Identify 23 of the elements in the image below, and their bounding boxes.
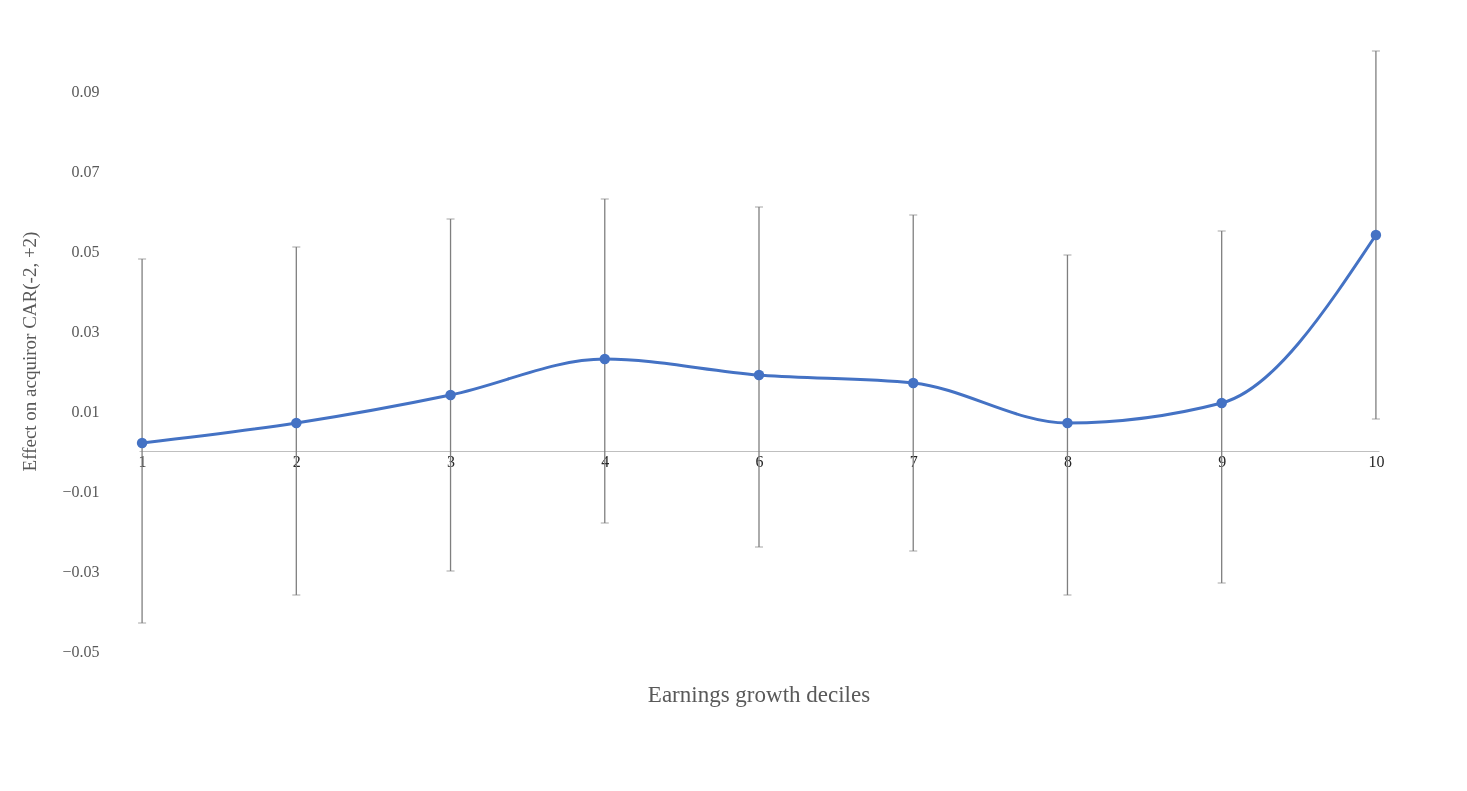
point xyxy=(1370,229,1382,241)
y-tick-label: −0.05 xyxy=(62,642,100,660)
y-tick-label: −0.03 xyxy=(62,562,100,580)
y-tick-label: −0.01 xyxy=(62,482,100,500)
x-axis-title: Earnings growth deciles xyxy=(647,682,871,707)
y-tick-label: 0.07 xyxy=(71,162,100,180)
point xyxy=(907,377,919,389)
point xyxy=(753,369,765,381)
y-tick-label: 0.05 xyxy=(71,242,100,260)
point xyxy=(1062,417,1073,429)
y-axis-title: Effect on acquiror CAR(-2, +2) xyxy=(19,231,42,472)
point xyxy=(599,353,611,365)
y-tick-label: 0.09 xyxy=(71,82,100,100)
x-tick-label: 4 xyxy=(601,452,610,470)
x-tick-label: 10 xyxy=(1368,452,1385,470)
point xyxy=(291,417,302,429)
point xyxy=(1216,397,1227,409)
point xyxy=(445,389,456,401)
y-tick-label: 0.01 xyxy=(71,402,100,420)
y-tick-label: 0.03 xyxy=(71,322,100,340)
x-tick-label: 7 xyxy=(909,452,918,470)
x-tick-label: 6 xyxy=(755,452,764,470)
point xyxy=(136,437,148,449)
